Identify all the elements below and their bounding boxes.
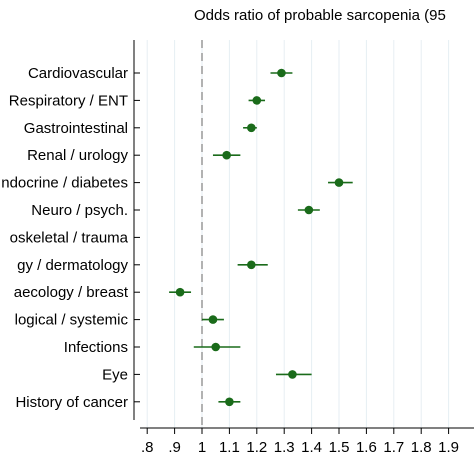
category-label: Respiratory / ENT bbox=[9, 92, 128, 109]
x-tick-label: 1.1 bbox=[219, 439, 240, 456]
point-estimate bbox=[247, 260, 256, 270]
point-estimate bbox=[252, 96, 262, 105]
category-label: Eye bbox=[102, 366, 128, 383]
point-estimate bbox=[208, 315, 218, 324]
x-tick-label: 1.8 bbox=[411, 439, 432, 456]
category-label: aecology / breast bbox=[14, 284, 129, 301]
x-tick-label: 1.4 bbox=[301, 439, 322, 456]
category-label: oskeletal / trauma bbox=[10, 229, 129, 246]
category-labels: Cardiovascular Respiratory / ENT Gastroint… bbox=[1, 65, 129, 411]
point-estimate bbox=[277, 68, 286, 78]
point-estimate bbox=[247, 123, 256, 133]
chart-title: Odds ratio of probable sarcopenia (95 bbox=[194, 7, 446, 24]
x-tick-label: .9 bbox=[168, 439, 181, 456]
grid-lines bbox=[146, 40, 450, 428]
category-label: History of cancer bbox=[15, 394, 128, 411]
x-tick-label: 1 bbox=[198, 439, 206, 456]
category-label: ndocrine / diabetes bbox=[1, 175, 128, 192]
x-tick-label: .8 bbox=[141, 439, 154, 456]
point-estimate bbox=[304, 205, 314, 215]
x-ticks: .8 .9 1 1.1 1.2 1.3 1.4 1.5 1.6 1.7 1.8 1.9 bbox=[141, 428, 459, 456]
x-tick-label: 1.3 bbox=[274, 439, 295, 456]
category-label: Gastrointestinal bbox=[24, 120, 128, 137]
point-estimate bbox=[175, 287, 185, 297]
category-label: Renal / urology bbox=[27, 147, 128, 164]
axes bbox=[133, 40, 474, 429]
category-label: Neuro / psych. bbox=[31, 202, 128, 219]
point-estimate bbox=[222, 150, 231, 160]
x-tick-label: 1.6 bbox=[356, 439, 377, 456]
category-label: gy / dermatology bbox=[17, 257, 128, 274]
x-tick-label: 1.9 bbox=[438, 439, 459, 456]
category-label: Infections bbox=[64, 339, 128, 356]
point-estimate bbox=[288, 370, 297, 379]
x-tick-label: 1.5 bbox=[329, 439, 350, 456]
point-estimate bbox=[225, 397, 234, 407]
point-estimate bbox=[334, 178, 344, 187]
x-tick-label: 1.7 bbox=[383, 439, 404, 456]
point-estimate bbox=[211, 342, 220, 352]
data-marks bbox=[169, 68, 353, 407]
category-label: Cardiovascular bbox=[28, 65, 128, 82]
category-label: logical / systemic bbox=[15, 312, 129, 329]
x-tick-label: 1.2 bbox=[246, 439, 267, 456]
